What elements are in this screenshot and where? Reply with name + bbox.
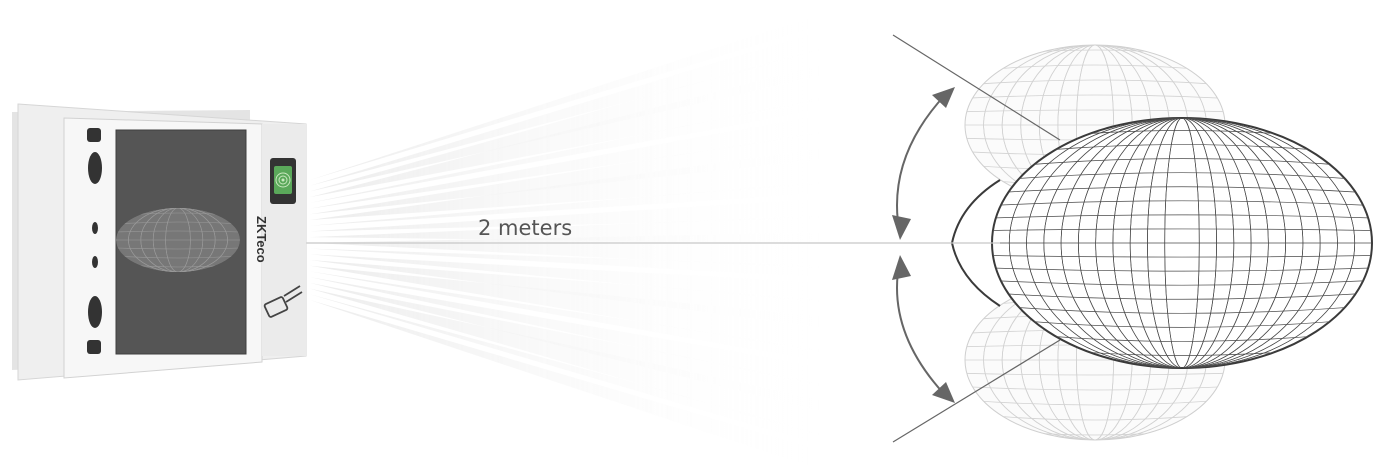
curved-double-arrow-icon xyxy=(896,94,946,396)
field-of-view-lines xyxy=(892,34,1061,443)
fingerprint-icon xyxy=(270,158,296,204)
face-recognition-terminal: ZKTeco xyxy=(12,103,307,381)
screen-face-image xyxy=(116,208,240,272)
light-beams xyxy=(310,14,820,470)
device-side-controls xyxy=(87,128,102,354)
wireframe-head xyxy=(950,117,1373,369)
distance-label: 2 meters xyxy=(478,216,572,240)
brand-logo: ZKTeco xyxy=(254,216,269,263)
card-swipe-icon xyxy=(263,285,303,318)
arrow-heads xyxy=(892,87,955,403)
